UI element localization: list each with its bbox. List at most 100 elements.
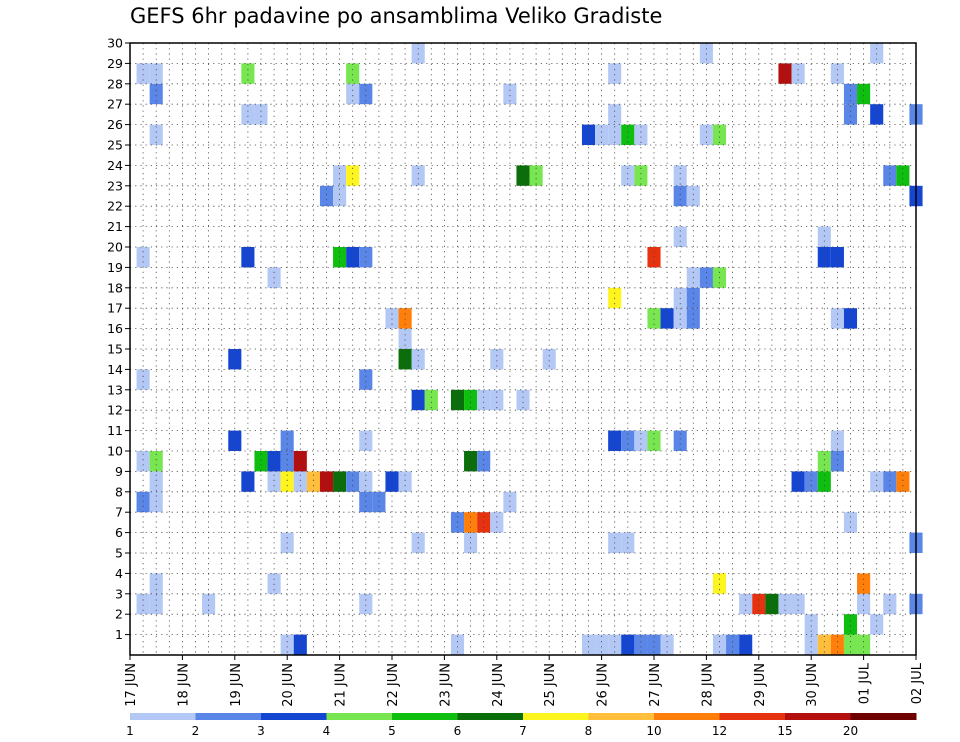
x-tick-label: 28 JUN: [700, 663, 715, 707]
ticks-layer: 1234567891011121314151617181920212223242…: [107, 36, 925, 707]
x-tick-label: 18 JUN: [176, 663, 191, 707]
colorbar-label: 10: [646, 724, 661, 738]
y-tick-label: 17: [107, 301, 123, 316]
heat-cell: [333, 185, 347, 207]
x-tick-label: 29 JUN: [753, 663, 768, 707]
y-tick-label: 25: [107, 138, 123, 153]
x-tick-label: 01 JUL: [858, 662, 873, 704]
y-tick-label: 15: [107, 342, 123, 357]
heat-cell: [608, 124, 622, 145]
colorbar-label: 20: [843, 724, 858, 738]
heat-cell: [857, 573, 871, 594]
colorbar-swatch: [392, 713, 458, 720]
heat-cell: [267, 573, 281, 594]
heat-cell: [634, 634, 648, 655]
y-tick-label: 26: [107, 117, 123, 132]
x-tick-label: 25 JUN: [543, 663, 558, 707]
colorbar-swatch: [785, 713, 851, 720]
heat-cell: [464, 451, 478, 472]
grid-layer: [130, 43, 916, 655]
heat-cell: [857, 634, 871, 655]
y-tick-label: 7: [115, 505, 123, 520]
y-tick-label: 22: [107, 199, 123, 214]
x-tick-label: 26 JUN: [596, 663, 611, 707]
heat-cell: [817, 226, 831, 247]
heat-cell: [660, 308, 674, 329]
heat-cell: [660, 634, 674, 655]
heat-cell: [411, 165, 425, 186]
heat-cell: [228, 349, 242, 370]
colorbar-swatch: [195, 713, 262, 720]
heat-cell: [359, 491, 373, 513]
y-tick-label: 19: [107, 260, 123, 275]
heat-cell: [149, 451, 163, 472]
heat-cell: [817, 451, 831, 472]
heat-cell: [267, 451, 281, 472]
colorbar-swatch: [588, 713, 655, 720]
heat-cell: [647, 634, 661, 655]
x-tick-label: 23 JUN: [438, 663, 453, 707]
colorbar-swatch: [457, 713, 524, 720]
heat-cell: [149, 593, 163, 615]
heat-cell: [333, 165, 347, 186]
heat-cell: [830, 634, 844, 655]
heat-cell: [359, 83, 373, 105]
y-tick-label: 18: [107, 280, 123, 295]
y-tick-label: 5: [115, 546, 123, 561]
heat-cell: [686, 308, 700, 329]
colorbar-label: 5: [388, 724, 396, 738]
heat-cell: [883, 165, 897, 186]
heat-cell: [752, 593, 766, 615]
heat-cell: [411, 43, 425, 64]
heat-cell: [870, 43, 884, 64]
y-tick-label: 28: [107, 76, 123, 91]
heat-cell: [450, 634, 465, 655]
heat-cell: [202, 593, 216, 615]
heat-cell: [254, 451, 268, 472]
heat-cell: [241, 63, 255, 84]
y-tick-label: 27: [107, 97, 123, 112]
heat-cell: [149, 124, 163, 145]
heat-cell: [621, 430, 635, 451]
heat-cell: [595, 634, 609, 655]
y-tick-label: 21: [107, 219, 123, 234]
heat-cell: [647, 308, 661, 329]
y-tick-label: 13: [107, 382, 123, 397]
cells-layer: [136, 43, 923, 655]
y-tick-label: 12: [107, 403, 123, 418]
y-tick-label: 23: [107, 178, 123, 193]
colorbar-label: 3: [257, 724, 265, 738]
colorbar-label: 1: [126, 724, 134, 738]
heat-cell: [634, 430, 648, 451]
colorbar-swatch: [130, 713, 196, 720]
heat-cell: [870, 471, 884, 492]
heat-cell: [581, 634, 596, 655]
heat-cell: [490, 389, 504, 411]
heat-cell: [843, 83, 858, 105]
heat-cell: [686, 185, 700, 207]
heat-cell: [712, 573, 727, 594]
colorbar-swatch: [261, 713, 327, 720]
heat-cell: [306, 471, 320, 492]
colorbar: 1 2 3 4 5 6 7 8 10 12 15 20: [126, 713, 917, 738]
heat-cell: [477, 389, 491, 411]
heat-cell: [280, 451, 294, 472]
y-tick-label: 30: [107, 36, 123, 51]
colorbar-label: 15: [777, 724, 792, 738]
colorbar-swatch: [654, 713, 720, 720]
heat-cell: [359, 593, 373, 615]
heat-cell: [883, 593, 897, 615]
plot-frame: [129, 42, 917, 656]
y-tick-label: 24: [107, 158, 123, 173]
y-tick-label: 16: [107, 321, 123, 336]
heat-cell: [319, 185, 334, 207]
y-tick-label: 8: [115, 484, 123, 499]
heat-cell: [359, 369, 373, 390]
heat-cell: [346, 63, 360, 84]
heat-cell: [634, 165, 648, 186]
y-tick-label: 4: [115, 566, 123, 581]
heat-cell: [464, 389, 478, 411]
heat-cell: [149, 63, 163, 84]
heat-cell: [293, 451, 307, 472]
